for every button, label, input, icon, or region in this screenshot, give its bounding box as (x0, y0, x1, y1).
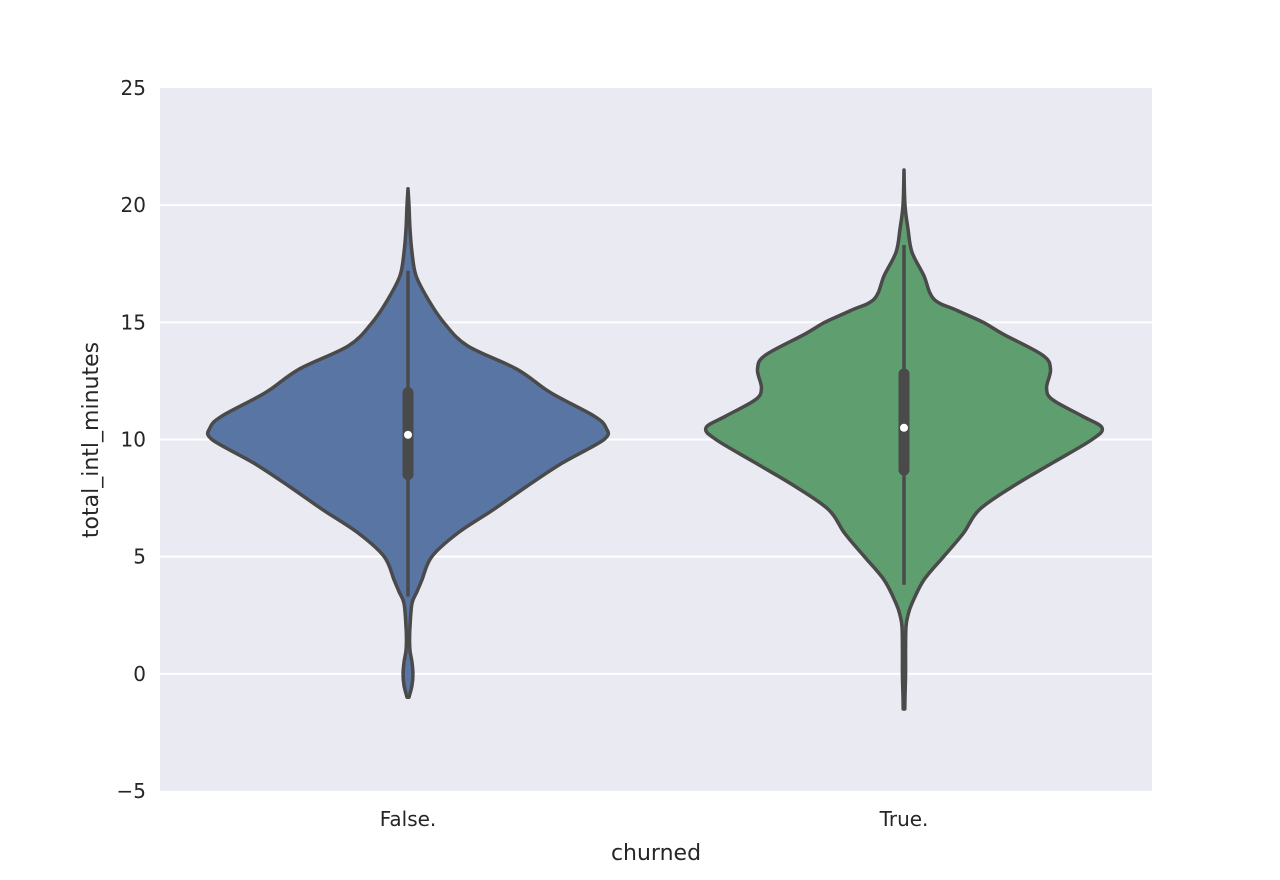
x-tick-label: False. (380, 807, 437, 831)
median-point (900, 423, 908, 432)
y-tick-label: 20 (121, 193, 146, 217)
x-axis-label: churned (611, 841, 701, 866)
y-tick-labels: −5 0 5 10 15 20 25 (117, 76, 146, 803)
median-point (404, 430, 412, 439)
violin-false (205, 187, 611, 700)
y-tick-label: 5 (133, 545, 146, 569)
y-tick-label: 15 (121, 310, 146, 334)
y-tick-label: −5 (117, 779, 146, 803)
violins (205, 168, 1105, 711)
y-tick-label: 25 (121, 76, 146, 100)
x-tick-labels: False. True. (380, 807, 929, 831)
y-axis-label: total_intl_minutes (79, 342, 104, 538)
violin-true (703, 168, 1105, 711)
y-tick-label: 0 (133, 662, 146, 686)
x-tick-label: True. (879, 807, 929, 831)
y-tick-label: 10 (121, 428, 146, 452)
